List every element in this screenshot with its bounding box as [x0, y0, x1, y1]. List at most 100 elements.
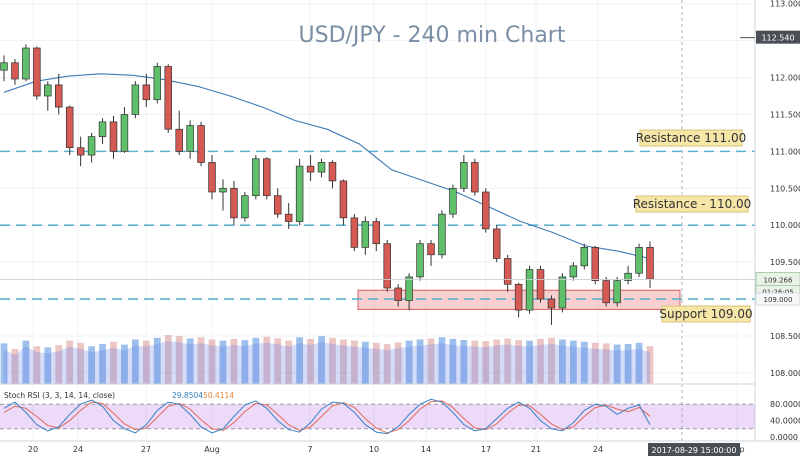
- candle[interactable]: [109, 115, 118, 159]
- volume-bar: [66, 340, 74, 384]
- candle[interactable]: [547, 295, 556, 325]
- candle[interactable]: [339, 179, 348, 226]
- candle[interactable]: [350, 214, 359, 252]
- candle[interactable]: [449, 184, 457, 218]
- candle[interactable]: [471, 158, 479, 196]
- candle[interactable]: [361, 216, 370, 255]
- candle-body: [284, 213, 293, 222]
- candle-body: [65, 106, 74, 149]
- candle[interactable]: [482, 188, 490, 233]
- time-tick-label: 24: [593, 445, 603, 454]
- candle[interactable]: [613, 276, 621, 307]
- volume-bar: [394, 342, 402, 384]
- price-tick-label: 112.000: [770, 74, 800, 83]
- candle[interactable]: [416, 240, 424, 281]
- candle[interactable]: [383, 240, 391, 292]
- candle-body: [339, 180, 348, 219]
- candle-body: [55, 84, 63, 108]
- candle[interactable]: [219, 179, 227, 211]
- candle-body: [569, 265, 578, 278]
- candle-body: [252, 158, 260, 197]
- volume-bar: [340, 339, 347, 384]
- volume-bar: [164, 335, 172, 384]
- volume-bar: [460, 340, 468, 384]
- stoch-rsi-pane[interactable]: Stoch RSI (3, 3, 14, 14, close) 29.8504 …: [0, 391, 800, 442]
- candle-body: [449, 187, 457, 215]
- candle[interactable]: [284, 203, 293, 229]
- volume-bar: [405, 340, 413, 384]
- candle[interactable]: [328, 160, 337, 189]
- candle[interactable]: [306, 155, 315, 181]
- candles[interactable]: [0, 44, 654, 325]
- candle[interactable]: [208, 155, 216, 200]
- candle[interactable]: [492, 225, 501, 263]
- volume-bar: [493, 339, 501, 384]
- candle[interactable]: [65, 105, 74, 156]
- candle[interactable]: [591, 245, 599, 285]
- candle[interactable]: [175, 110, 183, 156]
- time-axis[interactable]: 202427Aug71014172124Sep2017-08-29 15:00:…: [28, 443, 745, 456]
- candle[interactable]: [98, 118, 107, 144]
- candle[interactable]: [525, 265, 534, 314]
- candle-body: [120, 114, 129, 152]
- time-tick-label: 27: [141, 445, 151, 454]
- volume-bar: [296, 337, 304, 384]
- candle[interactable]: [230, 180, 238, 226]
- candle[interactable]: [295, 158, 304, 226]
- time-tick-label: 24: [73, 445, 83, 454]
- candle-body: [197, 125, 205, 163]
- candle[interactable]: [427, 240, 435, 266]
- volume-bar: [197, 337, 205, 384]
- candle[interactable]: [273, 188, 282, 218]
- candle[interactable]: [372, 217, 381, 252]
- candle[interactable]: [87, 132, 96, 163]
- candle-body: [416, 243, 424, 278]
- candle[interactable]: [33, 46, 41, 100]
- candle[interactable]: [580, 243, 589, 270]
- candle[interactable]: [153, 62, 162, 104]
- candle[interactable]: [317, 158, 326, 178]
- candle[interactable]: [164, 64, 172, 133]
- candle-body: [624, 272, 632, 281]
- candle[interactable]: [460, 155, 468, 192]
- candle-body: [295, 165, 304, 222]
- candle-body: [438, 213, 446, 256]
- candle[interactable]: [241, 192, 249, 222]
- volume-bar: [537, 338, 544, 384]
- candle[interactable]: [569, 262, 578, 281]
- candle[interactable]: [22, 44, 30, 82]
- candle[interactable]: [624, 265, 632, 285]
- candle-body: [44, 84, 52, 97]
- candle-body: [580, 247, 589, 267]
- candle[interactable]: [11, 59, 19, 85]
- volume-bar: [526, 340, 533, 384]
- candle[interactable]: [263, 157, 271, 200]
- candle[interactable]: [120, 107, 129, 153]
- candle-body: [109, 121, 118, 152]
- candle[interactable]: [252, 155, 260, 200]
- candle[interactable]: [394, 284, 402, 307]
- candle[interactable]: [635, 243, 643, 277]
- candle[interactable]: [131, 81, 140, 119]
- candle[interactable]: [197, 121, 205, 167]
- volume-bar: [11, 349, 19, 384]
- candle[interactable]: [438, 210, 446, 259]
- candle[interactable]: [186, 120, 194, 159]
- candle-body: [11, 62, 19, 80]
- candle[interactable]: [44, 81, 52, 111]
- volume-bar: [88, 346, 95, 384]
- candle[interactable]: [602, 276, 610, 307]
- candle[interactable]: [514, 282, 523, 318]
- candle[interactable]: [503, 254, 512, 292]
- price-tick-label: 113.000: [770, 0, 800, 9]
- candle[interactable]: [142, 73, 151, 108]
- candle-body: [98, 121, 107, 137]
- moving-average-line: [3, 73, 651, 260]
- candle[interactable]: [76, 136, 85, 167]
- volume-bar: [559, 339, 566, 384]
- candle[interactable]: [55, 73, 63, 115]
- candle[interactable]: [0, 55, 8, 82]
- candle[interactable]: [536, 265, 545, 303]
